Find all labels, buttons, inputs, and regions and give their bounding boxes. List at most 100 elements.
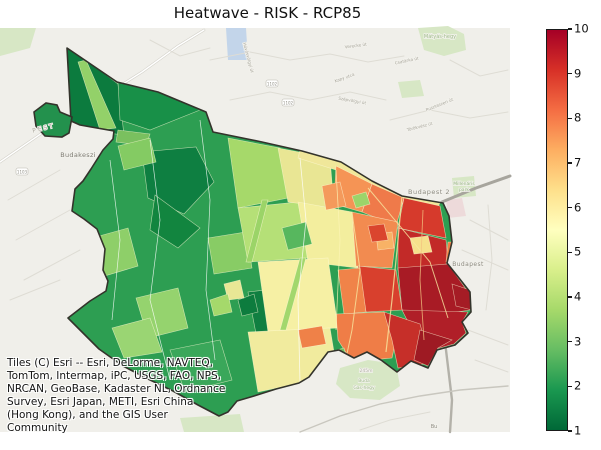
risk-parcel <box>117 137 157 171</box>
parcel-border-line <box>297 157 307 383</box>
colorbar-tick <box>568 206 572 209</box>
attribution-line: (Hong Kong), and the GIS User <box>7 409 168 421</box>
road-shield-label: 1103 <box>17 170 28 175</box>
risk-parcel <box>77 59 117 131</box>
risk-parcel <box>237 293 259 317</box>
risk-parcel <box>207 231 253 275</box>
parcel-border-line <box>335 169 341 331</box>
road-line <box>229 91 387 101</box>
park-area <box>0 28 36 56</box>
basemap-label: park <box>459 187 469 193</box>
road-shield-label: 1102 <box>283 101 294 106</box>
road-shield <box>265 79 279 88</box>
road-line <box>461 249 509 271</box>
road-line <box>359 411 431 431</box>
road-line <box>299 385 509 433</box>
park-area <box>180 414 244 432</box>
basemap-label: Budapest 2 <box>408 188 450 196</box>
colorbar-tick-label: 4 <box>574 289 582 304</box>
attribution-line: Community <box>7 422 68 434</box>
colorbar-tick-label: 8 <box>574 110 582 125</box>
colorbar-tick <box>568 385 572 388</box>
risk-parcel <box>141 146 215 215</box>
risk-parcel <box>245 199 269 263</box>
road-line <box>467 329 509 346</box>
road-line <box>209 51 405 63</box>
colorbar-tick <box>568 251 572 254</box>
basemap-label: Szépvölgyi út <box>338 96 367 106</box>
risk-parcel <box>149 194 201 249</box>
risk-parcel <box>367 223 389 243</box>
colorbar-tick-label: 1 <box>574 423 582 438</box>
park-area <box>336 360 400 400</box>
hospital-area <box>446 198 466 218</box>
road-line <box>149 39 211 57</box>
risk-parcel <box>111 317 163 359</box>
district-outline <box>66 47 472 417</box>
parcel-border-line <box>199 119 216 361</box>
colorbar-tick-label: 10 <box>574 21 589 36</box>
risk-parcel <box>279 257 307 331</box>
road-line <box>449 59 509 77</box>
basemap-label: Bu <box>431 424 438 430</box>
risk-parcel <box>209 293 233 317</box>
basemap-label: Millenáris <box>453 180 475 187</box>
colorbar-tick-label: 9 <box>574 66 582 81</box>
road-line <box>15 209 71 241</box>
colorbar-tick <box>568 430 572 432</box>
colorbar-tick <box>568 296 572 298</box>
risk-parcel <box>297 325 327 349</box>
colorbar-tick <box>568 340 572 343</box>
road-line <box>469 219 509 241</box>
basemap-label: Gas-hegy <box>353 385 375 391</box>
colorbar-tick-label: 3 <box>574 334 582 349</box>
road-shield <box>15 167 29 176</box>
attribution-line: Survey, Esri Japan, METI, Esri China <box>7 396 194 408</box>
road-line <box>23 249 81 281</box>
colorbar-tick <box>568 28 572 30</box>
parcel-border-line <box>419 209 425 341</box>
risk-parcel <box>351 191 371 209</box>
basemap-label: Budapest <box>452 261 484 268</box>
parcel-border-line <box>109 159 121 321</box>
basemap-label: Verecke út <box>344 41 367 49</box>
park-area <box>418 26 466 56</box>
basemap-label: Csatárka út <box>394 56 419 66</box>
colorbar-tick-label: 6 <box>574 200 582 215</box>
colorbar-tick-label: 5 <box>574 244 582 259</box>
park-area <box>398 80 424 98</box>
attribution-line: Tiles (C) Esri -- Esri, DeLorme, NAVTEQ, <box>7 357 213 369</box>
attribution-line: TomTom, Intermap, iPC, USGS, FAO, NPS, <box>7 370 221 382</box>
basemap-label: 245m <box>360 368 373 374</box>
risk-parcel <box>281 221 313 251</box>
basemap-label: Buda <box>358 378 370 384</box>
road-line <box>440 174 512 204</box>
map-title: Heatwave - RISK - RCP85 <box>173 4 362 22</box>
colorbar-tick <box>568 162 572 164</box>
colorbar-tick-label: 2 <box>574 378 582 393</box>
road-line <box>485 204 493 311</box>
basemap-label: Mátyás-hegy <box>424 33 456 40</box>
parcel-border-line <box>149 139 171 381</box>
road-line <box>474 359 509 373</box>
road-line <box>9 279 61 301</box>
water-area <box>226 28 248 60</box>
colorbar-tick <box>568 117 572 120</box>
risk-parcel <box>451 283 471 311</box>
attribution-line: NRCAN, GeoBase, Kadaster NL, Ordnance <box>7 383 226 395</box>
road-shield-label: 1102 <box>267 82 278 87</box>
risk-parcel <box>169 339 233 393</box>
basemap-label: Budakeszi <box>60 151 96 159</box>
road-shield <box>281 98 295 107</box>
park-area <box>452 176 476 198</box>
parcel-border-line <box>343 211 361 369</box>
parcel-border-line <box>367 187 449 319</box>
risk-parcel <box>321 181 347 211</box>
parcel-border-line <box>385 195 403 353</box>
colorbar <box>546 29 568 431</box>
risk-region-island <box>33 102 73 138</box>
colorbar-tick-label: 7 <box>574 155 582 170</box>
colorbar-tick <box>568 72 572 75</box>
